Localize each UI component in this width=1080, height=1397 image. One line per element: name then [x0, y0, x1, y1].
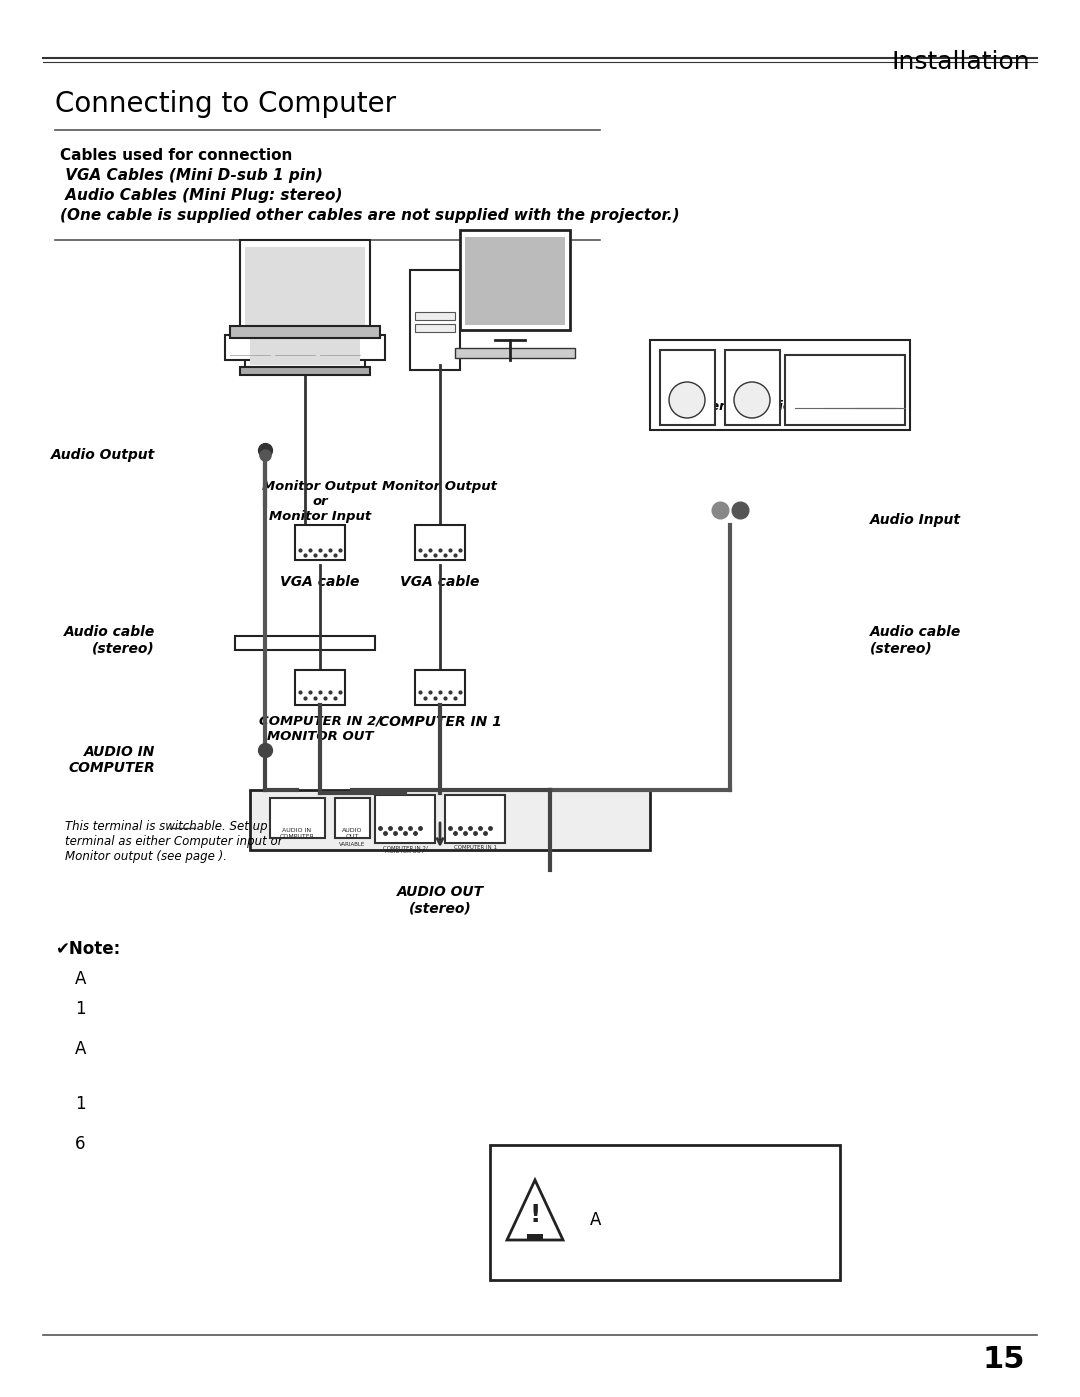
- Text: (One cable is supplied other cables are not supplied with the projector.): (One cable is supplied other cables are …: [60, 208, 679, 224]
- Text: A: A: [590, 1211, 602, 1229]
- Bar: [245, 279, 365, 370]
- Text: COMPUTER IN 2/
MONITOR OUT: COMPUTER IN 2/ MONITOR OUT: [259, 715, 381, 743]
- Bar: [295, 525, 345, 560]
- Text: A: A: [75, 970, 86, 988]
- Text: COMPUTER IN 1: COMPUTER IN 1: [454, 845, 497, 849]
- Text: VGA Cables (Mini D-sub 1 pin): VGA Cables (Mini D-sub 1 pin): [60, 168, 323, 183]
- Bar: [455, 348, 575, 358]
- Bar: [445, 795, 505, 842]
- Bar: [725, 351, 780, 425]
- Bar: [230, 326, 380, 338]
- Text: 1: 1: [75, 1095, 85, 1113]
- Text: COMPUTER IN 2/: COMPUTER IN 2/: [382, 845, 428, 849]
- Circle shape: [669, 381, 705, 418]
- Text: VGA cable: VGA cable: [281, 576, 360, 590]
- Text: Monitor Output: Monitor Output: [382, 481, 498, 493]
- Text: Installation: Installation: [891, 50, 1030, 74]
- Text: ✔Note:: ✔Note:: [55, 940, 120, 958]
- Bar: [490, 1146, 840, 1280]
- Text: External Audio Equipment: External Audio Equipment: [688, 400, 872, 414]
- Text: AUDIO OUT
(stereo): AUDIO OUT (stereo): [396, 886, 484, 915]
- Text: Monitor Output
or
Monitor Input: Monitor Output or Monitor Input: [262, 481, 378, 522]
- Bar: [415, 671, 465, 705]
- Bar: [249, 286, 360, 365]
- Text: AUDIO IN
COMPUTER: AUDIO IN COMPUTER: [280, 828, 314, 838]
- Text: COMPUTER IN 1: COMPUTER IN 1: [379, 715, 501, 729]
- Bar: [415, 525, 465, 560]
- Text: Connecting to Computer: Connecting to Computer: [55, 89, 396, 117]
- Bar: [240, 367, 370, 374]
- Bar: [415, 324, 455, 332]
- Text: VARIABLE: VARIABLE: [339, 842, 365, 847]
- Bar: [465, 237, 565, 326]
- Bar: [270, 798, 325, 838]
- Bar: [785, 355, 905, 425]
- Bar: [375, 795, 435, 842]
- Text: Audio cable
(stereo): Audio cable (stereo): [870, 624, 961, 655]
- Text: 15: 15: [983, 1345, 1025, 1375]
- Text: 1: 1: [75, 1000, 85, 1018]
- Text: VGA cable: VGA cable: [401, 576, 480, 590]
- Text: 6: 6: [75, 1134, 85, 1153]
- Text: Audio Cables (Mini Plug: stereo): Audio Cables (Mini Plug: stereo): [60, 189, 342, 203]
- Text: Audio Input: Audio Input: [870, 513, 961, 527]
- Bar: [240, 240, 370, 330]
- Text: This terminal is switchable. Set up the
terminal as either Computer input or
Mon: This terminal is switchable. Set up the …: [65, 820, 291, 863]
- Text: Cables used for connection: Cables used for connection: [60, 148, 293, 163]
- Text: Audio cable
(stereo): Audio cable (stereo): [64, 624, 156, 655]
- Circle shape: [734, 381, 770, 418]
- Text: MONITOR OUT: MONITOR OUT: [386, 849, 424, 854]
- Bar: [650, 339, 910, 430]
- Bar: [245, 247, 365, 326]
- Bar: [410, 270, 460, 370]
- Text: Audio Output: Audio Output: [51, 448, 156, 462]
- Bar: [225, 335, 384, 360]
- Polygon shape: [507, 1180, 563, 1241]
- Bar: [295, 671, 345, 705]
- Bar: [249, 789, 650, 849]
- Text: AUDIO IN
COMPUTER: AUDIO IN COMPUTER: [68, 745, 156, 775]
- Text: A: A: [75, 1039, 86, 1058]
- Bar: [335, 798, 370, 838]
- Bar: [660, 351, 715, 425]
- Text: !: !: [529, 1203, 541, 1227]
- Bar: [460, 231, 570, 330]
- Bar: [527, 1234, 543, 1239]
- Bar: [235, 636, 375, 650]
- Bar: [415, 312, 455, 320]
- Text: AUDIO
OUT: AUDIO OUT: [341, 828, 362, 838]
